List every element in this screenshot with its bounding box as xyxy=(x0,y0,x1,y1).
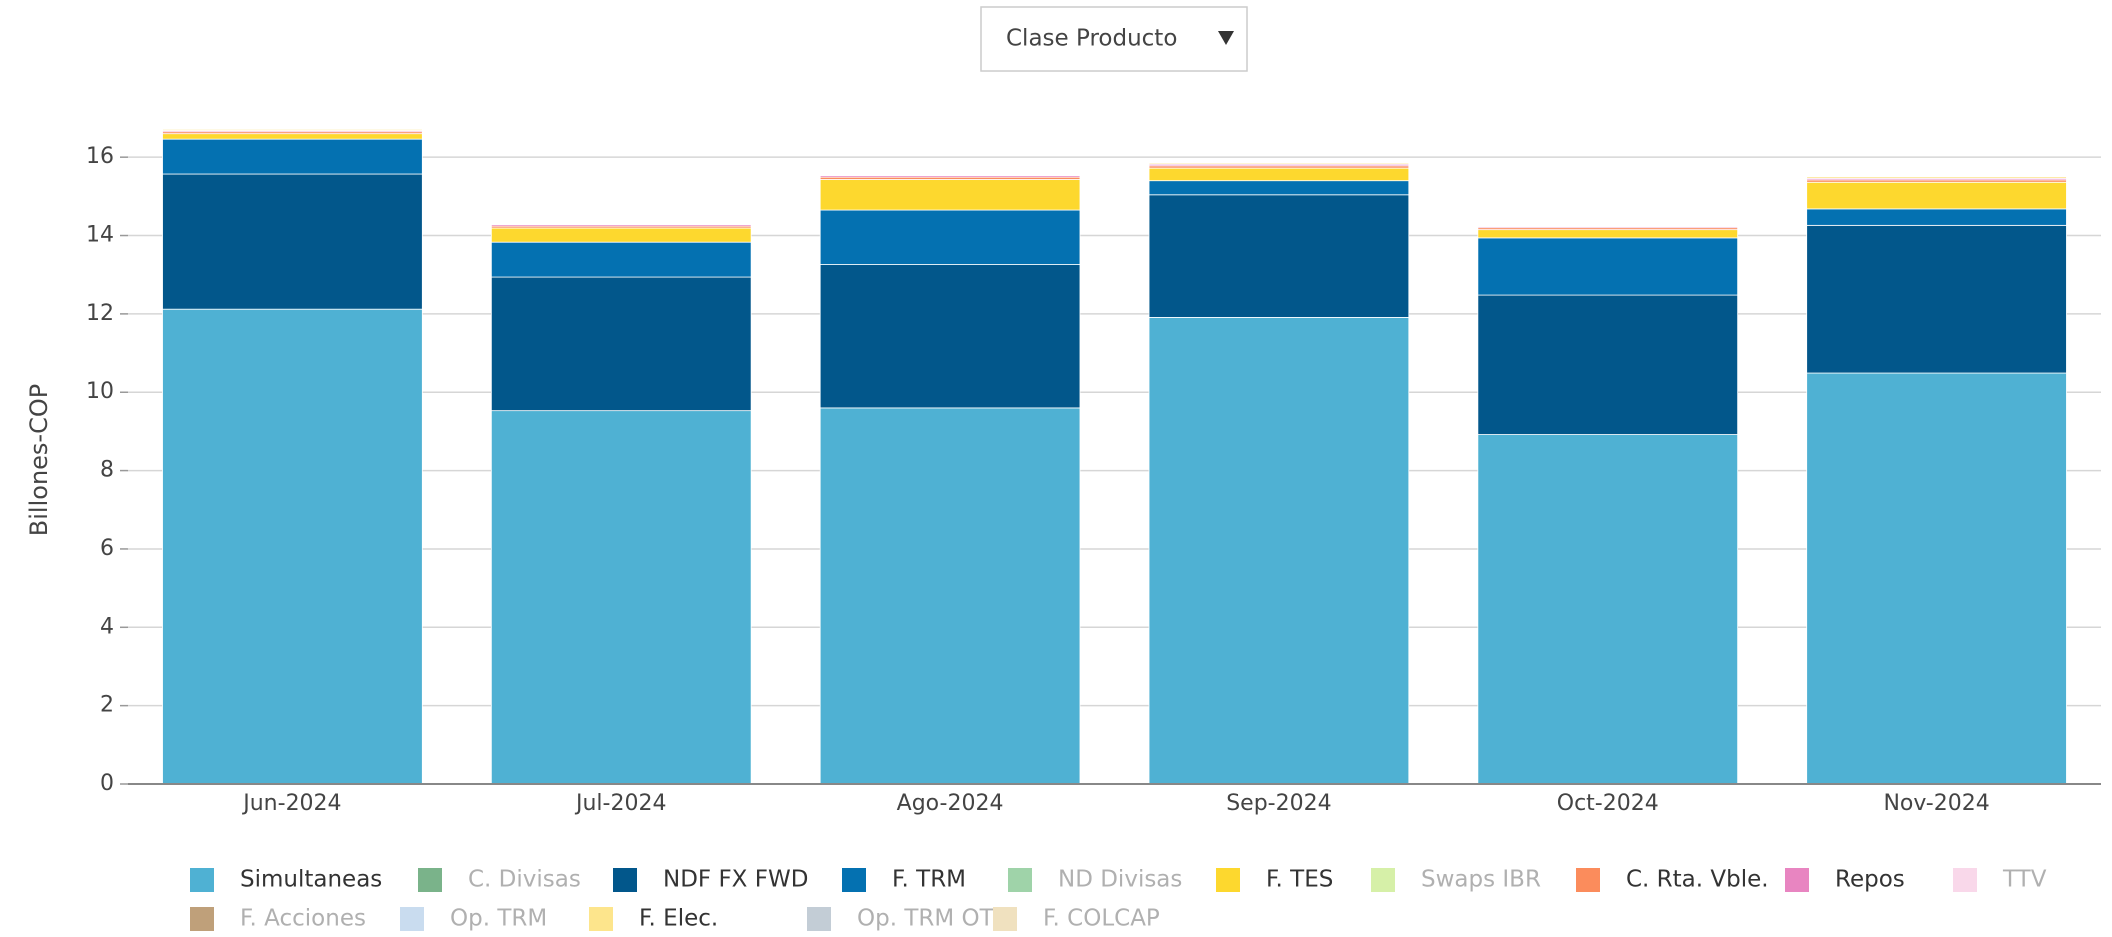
y-tick-label: 4 xyxy=(100,614,114,639)
legend-swatch[interactable] xyxy=(1785,868,1809,892)
bar-segment xyxy=(819,264,1081,409)
legend-label[interactable]: F. TES xyxy=(1266,867,1333,893)
y-tick-label: 12 xyxy=(86,301,114,326)
bar-segment xyxy=(1148,317,1410,785)
y-tick-label: 2 xyxy=(100,693,114,718)
y-tick-label: 10 xyxy=(86,379,114,404)
y-tick-label: 14 xyxy=(86,223,114,248)
bar-segment xyxy=(1806,372,2067,785)
y-tick-label: 8 xyxy=(100,458,114,483)
legend-swatch[interactable] xyxy=(1953,868,1977,892)
legend-label[interactable]: F. Elec. xyxy=(639,906,718,932)
legend-swatch[interactable] xyxy=(807,907,831,931)
bar-segment xyxy=(162,133,423,140)
bar-segment xyxy=(1148,167,1410,182)
bar-segment xyxy=(162,128,423,131)
x-tick-label: Jul-2024 xyxy=(574,791,666,816)
legend-label[interactable]: F. TRM xyxy=(892,867,966,893)
bar-segment xyxy=(490,410,752,785)
legend-swatch[interactable] xyxy=(993,907,1017,931)
x-tick-label: Sep-2024 xyxy=(1226,791,1331,816)
legend-label[interactable]: Op. TRM OTC xyxy=(857,906,1008,932)
legend-swatch[interactable] xyxy=(190,868,214,892)
legend-label[interactable]: F. COLCAP xyxy=(1043,906,1160,932)
bar-segment xyxy=(1148,194,1410,318)
legend-label[interactable]: NDF FX FWD xyxy=(663,867,808,893)
bar-segment xyxy=(1477,225,1739,227)
y-tick-label: 0 xyxy=(100,771,114,796)
y-tick-label: 16 xyxy=(86,144,114,169)
legend-swatch[interactable] xyxy=(1216,868,1240,892)
bar-segment xyxy=(1806,208,2067,226)
legend-label[interactable]: ND Divisas xyxy=(1058,867,1182,893)
bar-segment xyxy=(162,138,423,175)
bar-segment xyxy=(490,227,752,243)
y-axis-label: Billones-COP xyxy=(25,384,53,536)
legend-label[interactable]: Repos xyxy=(1835,867,1905,893)
bar-segment xyxy=(1806,176,2067,179)
legend-label[interactable]: F. Acciones xyxy=(240,906,366,932)
bar-segment xyxy=(819,407,1081,785)
bar-segment xyxy=(1806,181,2067,210)
bar-segment xyxy=(819,174,1081,176)
legend-swatch[interactable] xyxy=(1008,868,1032,892)
bar-segment xyxy=(490,276,752,412)
legend-swatch[interactable] xyxy=(1371,868,1395,892)
dropdown-box[interactable] xyxy=(980,6,1248,72)
legend-label[interactable]: C. Divisas xyxy=(468,867,581,893)
bar-segment xyxy=(162,173,423,310)
bar-segment xyxy=(819,179,1081,211)
dropdown[interactable]: Clase Producto xyxy=(980,6,1248,72)
legend-swatch[interactable] xyxy=(190,907,214,931)
bar-segment xyxy=(1148,180,1410,196)
bar-segment xyxy=(1477,229,1739,239)
legend-label[interactable]: Simultaneas xyxy=(240,867,382,893)
legend-label[interactable]: C. Rta. Vble. xyxy=(1626,867,1769,893)
legend-swatch[interactable] xyxy=(842,868,866,892)
bar-segment xyxy=(819,209,1081,265)
x-tick-label: Ago-2024 xyxy=(897,791,1004,816)
bar-segment xyxy=(1806,224,2067,374)
dropdown-label[interactable]: Clase Producto xyxy=(1006,26,1177,52)
x-tick-label: Nov-2024 xyxy=(1883,791,1989,816)
legend-swatch[interactable] xyxy=(418,868,442,892)
x-tick-label: Oct-2024 xyxy=(1557,791,1659,816)
legend-label[interactable]: Swaps IBR xyxy=(1421,867,1541,893)
bar-segment xyxy=(1148,162,1410,165)
bar-segment xyxy=(1477,237,1739,296)
bar-segment xyxy=(490,241,752,278)
legend-label[interactable]: TTV xyxy=(2002,867,2047,893)
legend-swatch[interactable] xyxy=(589,907,613,931)
bar-segment xyxy=(162,308,423,785)
legend-swatch[interactable] xyxy=(400,907,424,931)
bar-segment xyxy=(1477,294,1739,435)
y-tick-label: 6 xyxy=(100,536,114,561)
legend-swatch[interactable] xyxy=(1576,868,1600,892)
bar-segment xyxy=(490,223,752,225)
bar-segment xyxy=(1477,434,1739,785)
legend-swatch[interactable] xyxy=(613,868,637,892)
legend-label[interactable]: Op. TRM xyxy=(450,906,547,932)
x-tick-label: Jun-2024 xyxy=(241,791,341,816)
dropdown-arrow[interactable] xyxy=(1218,31,1234,45)
